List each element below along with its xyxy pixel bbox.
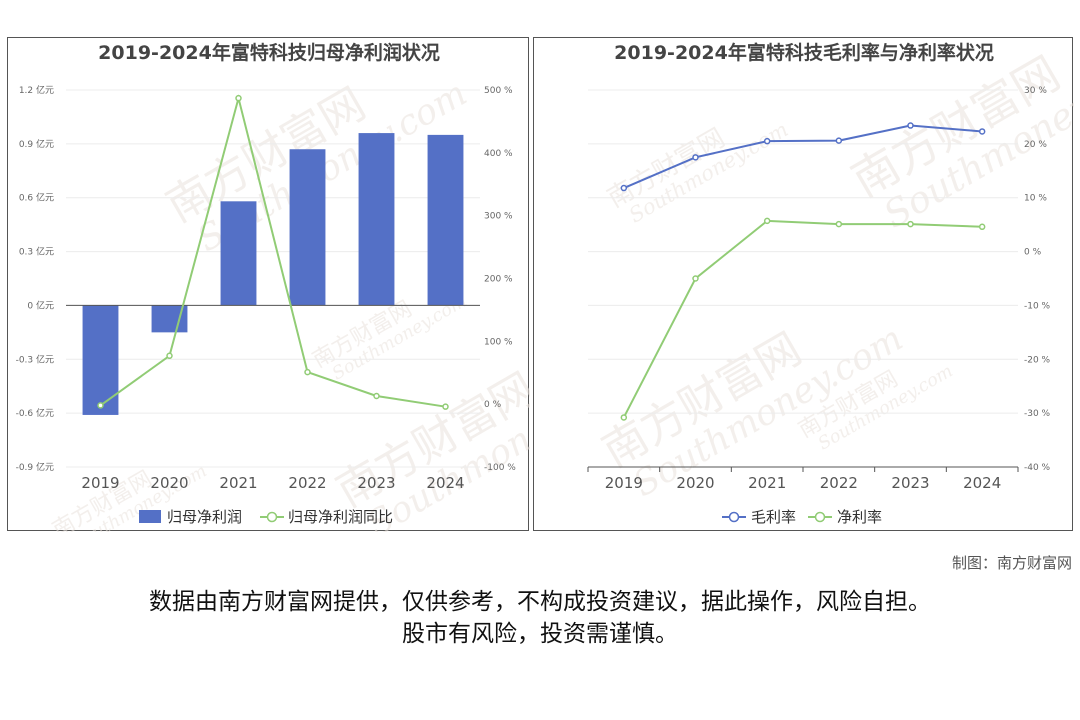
x-tick-label: 2021 — [748, 474, 786, 492]
line-series-1 — [622, 219, 983, 418]
x-tick-label: 2021 — [219, 474, 257, 492]
y-left-tick-label: 0 亿元 — [27, 299, 54, 311]
bar-net-profit-2019 — [82, 305, 119, 415]
y-left-tick-label: -0.3 亿元 — [16, 353, 54, 365]
y-right-tick-label: 0 % — [484, 400, 502, 410]
chart-credit: 制图：南方财富网 — [951, 554, 1072, 572]
line-yoy-growth — [99, 94, 446, 408]
y-right-tick-label: -100 % — [484, 463, 516, 473]
bar-net-profit-2021 — [220, 201, 257, 306]
y-left-tick-label: 0.9 亿元 — [19, 138, 54, 150]
y-right-tick-label: 200 % — [484, 275, 513, 285]
point-series-1-2019 — [620, 414, 628, 421]
y-right-tick-label: 100 % — [484, 337, 513, 347]
y-left-tick-label: 0.6 亿元 — [19, 192, 54, 204]
bar-net-profit-2023 — [358, 133, 395, 306]
point-yoy-2021 — [235, 94, 242, 102]
x-tick-label: 2023 — [357, 474, 395, 492]
point-yoy-2022 — [304, 368, 311, 376]
chart-panel-margins: 南方财富网 Southmoney.com 南方财富网 Southmoney.com 南方… — [533, 37, 1074, 531]
point-yoy-2019 — [97, 402, 104, 409]
y-right-tick-label: -20 % — [1024, 355, 1051, 365]
x-tick-label: 2023 — [891, 474, 929, 492]
y-right-tick-label: 20 % — [1024, 140, 1047, 150]
legend-swatch-marker — [728, 511, 740, 523]
chart-title: 2019-2024年富特科技归母净利润状况 — [98, 41, 440, 64]
legend: 毛利率 净利率 — [722, 508, 882, 526]
point-series-1-2022 — [835, 220, 843, 228]
y-right-tick-label: -40 % — [1024, 463, 1051, 473]
point-series-0-2019 — [620, 184, 628, 192]
y-right-tick-label: 0 % — [1024, 248, 1042, 258]
point-series-0-2021 — [763, 137, 771, 145]
bar-net-profit-2022 — [289, 149, 326, 306]
legend-label: 归母净利润同比 — [288, 508, 393, 526]
disclaimer-line-1: 数据由南方财富网提供，仅供参考，不构成投资建议，据此操作，风险自担。 — [149, 589, 931, 615]
point-series-0-2020 — [692, 154, 699, 161]
y-left-tick-label: -0.9 亿元 — [16, 461, 54, 473]
legend-swatch-marker — [814, 511, 826, 523]
legend-label: 净利率 — [837, 508, 882, 526]
x-tick-label: 2019 — [81, 474, 119, 492]
y-left-tick-label: 1.2 亿元 — [19, 84, 54, 96]
line-series-0 — [623, 124, 983, 189]
legend-label: 归母净利润 — [167, 508, 242, 526]
x-tick-label: 2020 — [150, 474, 188, 492]
point-series-1-2020 — [692, 275, 699, 282]
x-tick-label: 2019 — [605, 474, 643, 492]
point-series-0-2024 — [978, 128, 986, 135]
y-right-tick-label: 500 % — [484, 86, 513, 96]
y-right-tick-label: -10 % — [1024, 301, 1051, 311]
x-tick-label: 2024 — [963, 474, 1001, 492]
y-right-tick-label: 30 % — [1024, 86, 1047, 96]
legend-label: 毛利率 — [751, 508, 796, 526]
x-tick-label: 2020 — [676, 474, 714, 492]
x-tick-label: 2022 — [820, 474, 858, 492]
legend-swatch-marker — [266, 511, 278, 523]
y-right-tick-label: 400 % — [484, 149, 513, 159]
x-tick-label: 2024 — [426, 474, 464, 492]
point-series-1-2024 — [978, 223, 986, 231]
chart-panel-net-profit: 南方财富网 Southmoney.com 南方财富网 Southmoney.com 南方… — [7, 37, 530, 532]
point-series-1-2021 — [763, 217, 771, 225]
legend-swatch-bar — [139, 510, 161, 523]
bar-net-profit-2024 — [427, 134, 464, 306]
point-series-0-2022 — [835, 137, 843, 144]
point-yoy-2023 — [373, 392, 380, 400]
point-yoy-2020 — [166, 352, 173, 360]
point-yoy-2024 — [442, 403, 449, 410]
y-left-tick-label: 0.3 亿元 — [19, 246, 54, 258]
y-right-tick-label: 10 % — [1024, 194, 1047, 204]
point-series-1-2023 — [907, 220, 914, 228]
y-left-tick-label: -0.6 亿元 — [16, 407, 54, 419]
y-right-tick-label: -30 % — [1024, 409, 1051, 419]
disclaimer-line-2: 股市有风险，投资需谨慎。 — [402, 621, 678, 647]
y-right-tick-label: 300 % — [484, 212, 513, 222]
legend: 归母净利润 归母净利润同比 — [139, 508, 393, 526]
net-profit-chart: 南方财富网Southmoney.com南方财富网Southmoney.com南方… — [16, 41, 530, 532]
chart-title: 2019-2024年富特科技毛利率与净利率状况 — [614, 41, 994, 64]
point-series-0-2023 — [907, 122, 914, 129]
x-tick-label: 2022 — [288, 474, 326, 492]
